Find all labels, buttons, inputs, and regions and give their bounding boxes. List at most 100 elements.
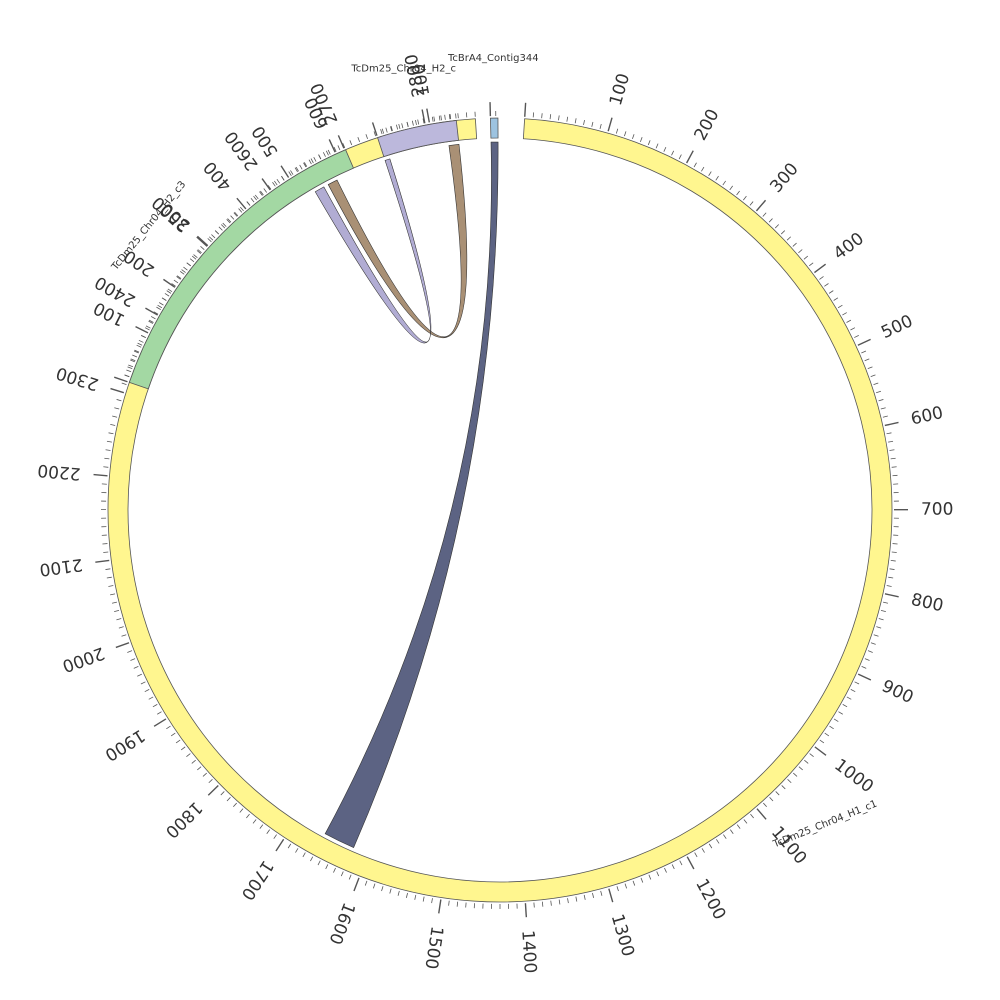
minor-tick (574, 118, 577, 124)
major-tick (371, 122, 378, 136)
major-tick (686, 150, 694, 164)
tick-label: 700 (921, 500, 953, 520)
minor-tick (414, 894, 417, 900)
minor-tick (193, 254, 198, 259)
minor-tick (781, 785, 786, 790)
minor-tick (136, 344, 142, 348)
minor-tick (679, 860, 683, 866)
minor-tick (140, 681, 146, 685)
major-tick (608, 888, 614, 903)
major-tick (95, 559, 110, 563)
minor-tick (191, 759, 196, 764)
minor-tick (290, 170, 294, 175)
minor-tick (227, 218, 232, 223)
minor-tick (671, 864, 675, 870)
minor-tick (191, 255, 197, 260)
minor-tick (124, 374, 130, 378)
minor-tick (591, 121, 594, 127)
minor-tick (886, 432, 892, 435)
tick-label: 600 (909, 403, 945, 429)
minor-tick (121, 382, 127, 386)
minor-tick (176, 275, 182, 279)
minor-tick (395, 124, 399, 130)
minor-tick (108, 585, 114, 587)
minor-tick (743, 195, 747, 201)
minor-tick (207, 238, 212, 243)
major-tick (524, 903, 528, 918)
minor-tick (150, 316, 156, 320)
minor-tick (819, 276, 824, 280)
tick-label: 500 (878, 311, 916, 343)
minor-tick (266, 829, 270, 834)
minor-tick (337, 145, 341, 151)
minor-tick (890, 560, 896, 562)
minor-tick (134, 349, 140, 353)
minor-tick (624, 883, 628, 889)
minor-tick (322, 152, 326, 157)
minor-tick (365, 134, 368, 140)
minor-tick (716, 839, 720, 844)
minor-tick (303, 162, 307, 168)
minor-tick (431, 898, 433, 904)
minor-tick (127, 366, 133, 370)
minor-tick (694, 852, 698, 858)
major-tick (110, 387, 125, 394)
minor-tick (891, 551, 897, 553)
minor-tick (640, 877, 644, 883)
minor-tick (415, 119, 417, 126)
minor-tick (380, 129, 383, 135)
minor-tick (364, 880, 368, 886)
minor-tick (390, 126, 393, 132)
minor-tick (774, 224, 779, 229)
tick-label: 2300 (54, 362, 101, 394)
minor-tick (440, 115, 442, 121)
link-ribbon-3 (314, 158, 432, 344)
tick-label: 2000 (60, 642, 107, 675)
minor-tick (110, 593, 116, 596)
minor-tick (272, 181, 276, 187)
major-tick (261, 178, 271, 191)
minor-tick (164, 293, 170, 297)
minor-tick (106, 576, 112, 579)
minor-tick (842, 703, 848, 708)
minor-tick (888, 440, 894, 443)
minor-tick (170, 732, 176, 737)
minor-tick (624, 131, 627, 137)
minor-tick (145, 325, 151, 329)
minor-tick (842, 312, 847, 316)
minor-tick (406, 121, 409, 127)
minor-tick (281, 175, 285, 181)
minor-tick (137, 342, 143, 346)
minor-tick (148, 319, 154, 323)
minor-tick (263, 188, 268, 193)
major-tick (421, 109, 426, 124)
minor-tick (325, 864, 329, 870)
minor-tick (137, 673, 142, 677)
minor-tick (126, 369, 132, 373)
minor-tick (240, 206, 244, 212)
minor-tick (144, 689, 150, 693)
major-tick (207, 784, 219, 796)
minor-tick (302, 852, 306, 858)
minor-tick (226, 219, 231, 224)
segment-h2c3 (128, 149, 354, 390)
minor-tick (567, 898, 569, 904)
minor-tick (655, 143, 659, 149)
minor-tick (333, 867, 336, 873)
minor-tick (397, 890, 400, 896)
minor-tick (181, 269, 186, 273)
minor-tick (175, 739, 181, 744)
minor-tick (828, 290, 834, 294)
minor-tick (792, 242, 797, 247)
minor-tick (130, 658, 136, 661)
minor-tick (411, 120, 414, 126)
major-tick (814, 746, 827, 756)
segment-label-h1c1: TcDm25_Chr04_H1_c1 (771, 799, 879, 851)
minor-tick (310, 856, 314, 862)
major-tick (337, 135, 345, 149)
minor-tick (357, 137, 361, 142)
major-tick (114, 376, 128, 383)
tick-label: 400 (200, 157, 236, 195)
minor-tick (381, 886, 384, 892)
minor-tick (273, 834, 277, 839)
